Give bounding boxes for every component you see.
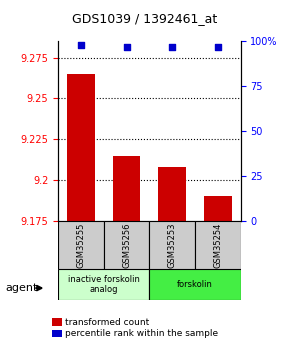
- Bar: [113, 156, 140, 221]
- FancyBboxPatch shape: [195, 221, 241, 269]
- Text: inactive forskolin
analog: inactive forskolin analog: [68, 275, 139, 294]
- FancyBboxPatch shape: [104, 221, 149, 269]
- Point: [124, 44, 129, 50]
- Text: GSM35253: GSM35253: [168, 222, 177, 268]
- Text: percentile rank within the sample: percentile rank within the sample: [65, 329, 218, 338]
- Text: forskolin: forskolin: [177, 280, 213, 289]
- Point: [170, 44, 175, 50]
- Text: transformed count: transformed count: [65, 318, 150, 327]
- FancyBboxPatch shape: [149, 269, 241, 300]
- Text: GSM35254: GSM35254: [213, 222, 222, 268]
- FancyArrowPatch shape: [36, 286, 41, 290]
- FancyBboxPatch shape: [149, 221, 195, 269]
- Bar: [204, 196, 232, 221]
- Point: [215, 44, 220, 50]
- Text: agent: agent: [6, 283, 38, 293]
- FancyBboxPatch shape: [58, 269, 149, 300]
- Bar: [67, 74, 95, 221]
- Text: GSM35256: GSM35256: [122, 222, 131, 268]
- FancyBboxPatch shape: [58, 221, 104, 269]
- Text: GSM35255: GSM35255: [76, 222, 85, 268]
- Point: [79, 42, 83, 48]
- Bar: [158, 167, 186, 221]
- Text: GDS1039 / 1392461_at: GDS1039 / 1392461_at: [72, 12, 218, 25]
